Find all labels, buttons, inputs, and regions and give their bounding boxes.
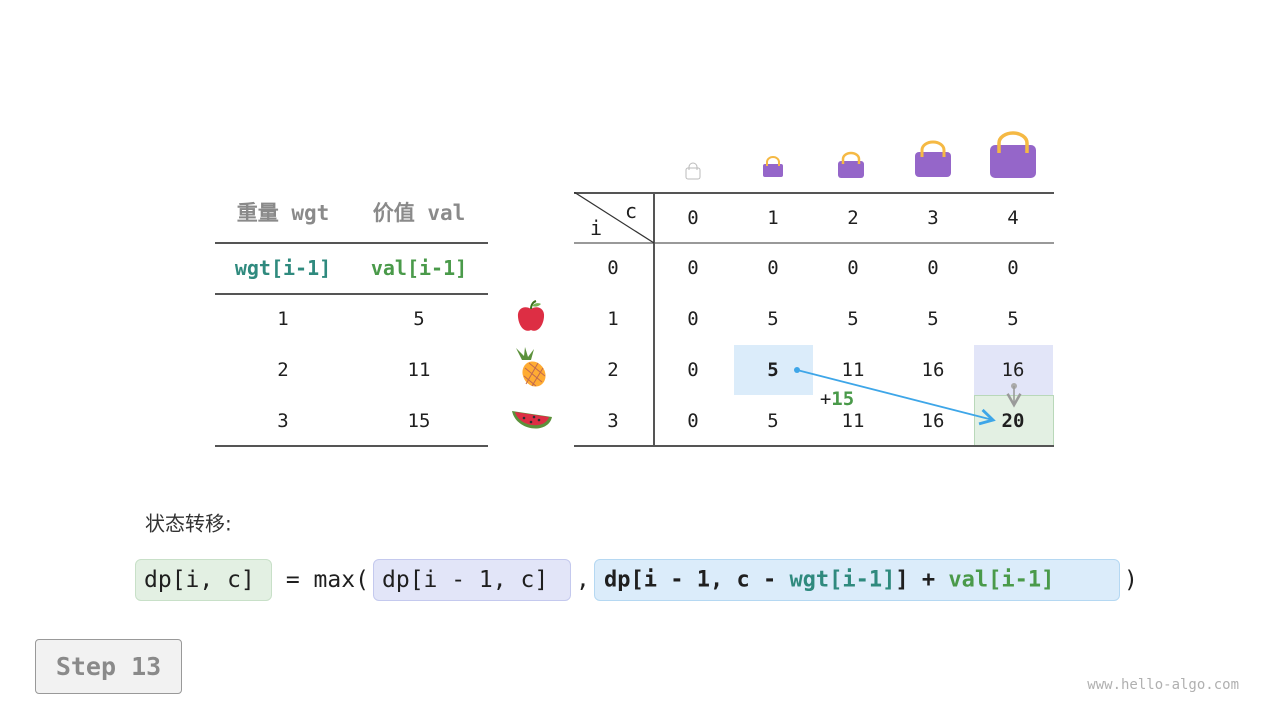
header-weight: 重量 wgt bbox=[236, 201, 330, 225]
col-header: 1 bbox=[767, 207, 779, 229]
bag-icon bbox=[838, 151, 864, 178]
dp-cell: 16 bbox=[921, 359, 945, 381]
diagonal-arrow bbox=[796, 369, 996, 426]
dp-cell: 0 bbox=[687, 359, 699, 381]
subheader-val: val[i-1] bbox=[370, 256, 468, 280]
value-cell: 11 bbox=[407, 359, 431, 381]
weight-cell: 1 bbox=[277, 308, 289, 330]
header-value: 价值 val bbox=[372, 201, 466, 225]
plus-sign: + bbox=[819, 388, 832, 410]
row-header: 3 bbox=[607, 410, 619, 432]
dp-cell: 5 bbox=[767, 308, 779, 330]
plus-annotation: +15 bbox=[820, 388, 854, 410]
formula-term2: dp[i - 1, c - wgt[i-1]] + val[i-1] bbox=[604, 568, 1054, 593]
col-header: 4 bbox=[1007, 207, 1019, 229]
formula-comma: , bbox=[576, 567, 590, 593]
value-cell: 5 bbox=[413, 308, 425, 330]
col-header: 2 bbox=[847, 207, 859, 229]
divider bbox=[653, 192, 655, 446]
dp-cell: 5 bbox=[767, 359, 779, 381]
term2-wgt: wgt[i-1] bbox=[789, 567, 896, 593]
watermark: www.hello-algo.com bbox=[1087, 677, 1239, 693]
dp-cell: 20 bbox=[1001, 410, 1025, 432]
term2-box bbox=[594, 559, 1120, 601]
dp-cell: 0 bbox=[847, 257, 859, 279]
term2-part: dp[i - 1, c - bbox=[604, 567, 790, 593]
dp-cell: 5 bbox=[847, 308, 859, 330]
divider bbox=[574, 242, 1054, 244]
divider bbox=[215, 445, 488, 447]
formula-label: 状态转移: bbox=[145, 511, 232, 536]
term1-box bbox=[373, 559, 571, 601]
apple-icon bbox=[517, 300, 545, 331]
corner-diagonal bbox=[574, 192, 654, 244]
dp-cell: 5 bbox=[1007, 308, 1019, 330]
subheader-wgt: wgt[i-1] bbox=[234, 256, 332, 280]
dp-cell: 16 bbox=[1001, 359, 1025, 381]
col-header: 0 bbox=[687, 207, 699, 229]
lhs-box bbox=[135, 559, 272, 601]
row-header: 2 bbox=[607, 359, 619, 381]
col-header: 3 bbox=[927, 207, 939, 229]
weight-cell: 2 bbox=[277, 359, 289, 381]
divider bbox=[215, 242, 488, 244]
dp-cell: 0 bbox=[1007, 257, 1019, 279]
plus-value: 15 bbox=[831, 388, 855, 410]
row-header: 1 bbox=[607, 308, 619, 330]
dp-cell: 0 bbox=[927, 257, 939, 279]
dp-cell: 0 bbox=[767, 257, 779, 279]
row-header: 0 bbox=[607, 257, 619, 279]
value-cell: 15 bbox=[407, 410, 431, 432]
pineapple-icon bbox=[516, 347, 546, 387]
divider bbox=[215, 293, 488, 295]
bag-icon bbox=[990, 131, 1036, 178]
bag-icon bbox=[685, 162, 701, 180]
dp-cell: 0 bbox=[687, 308, 699, 330]
corner-row-label: i bbox=[589, 216, 603, 240]
dp-cell: 0 bbox=[687, 410, 699, 432]
divider bbox=[574, 192, 1054, 194]
formula-eq: = max( bbox=[272, 567, 369, 593]
dp-cell: 11 bbox=[841, 410, 865, 432]
divider bbox=[574, 445, 1054, 447]
bag-icon bbox=[915, 140, 951, 177]
dp-cell: 5 bbox=[767, 410, 779, 432]
dp-cell: 5 bbox=[927, 308, 939, 330]
formula-close: ) bbox=[1124, 567, 1138, 593]
term2-part: ] + bbox=[895, 567, 949, 593]
formula-term1: dp[i - 1, c] bbox=[382, 567, 549, 593]
corner-col-label: c bbox=[624, 199, 638, 223]
weight-cell: 3 bbox=[277, 410, 289, 432]
dp-cell: 0 bbox=[687, 257, 699, 279]
formula-lhs: dp[i, c] bbox=[144, 567, 255, 593]
bag-icon bbox=[763, 156, 783, 177]
dp-cell: 16 bbox=[921, 410, 945, 432]
term2-val: val[i-1] bbox=[948, 567, 1055, 593]
step-indicator: Step 13 bbox=[35, 639, 182, 694]
dp-cell: 11 bbox=[841, 359, 865, 381]
watermelon-icon bbox=[512, 411, 552, 429]
